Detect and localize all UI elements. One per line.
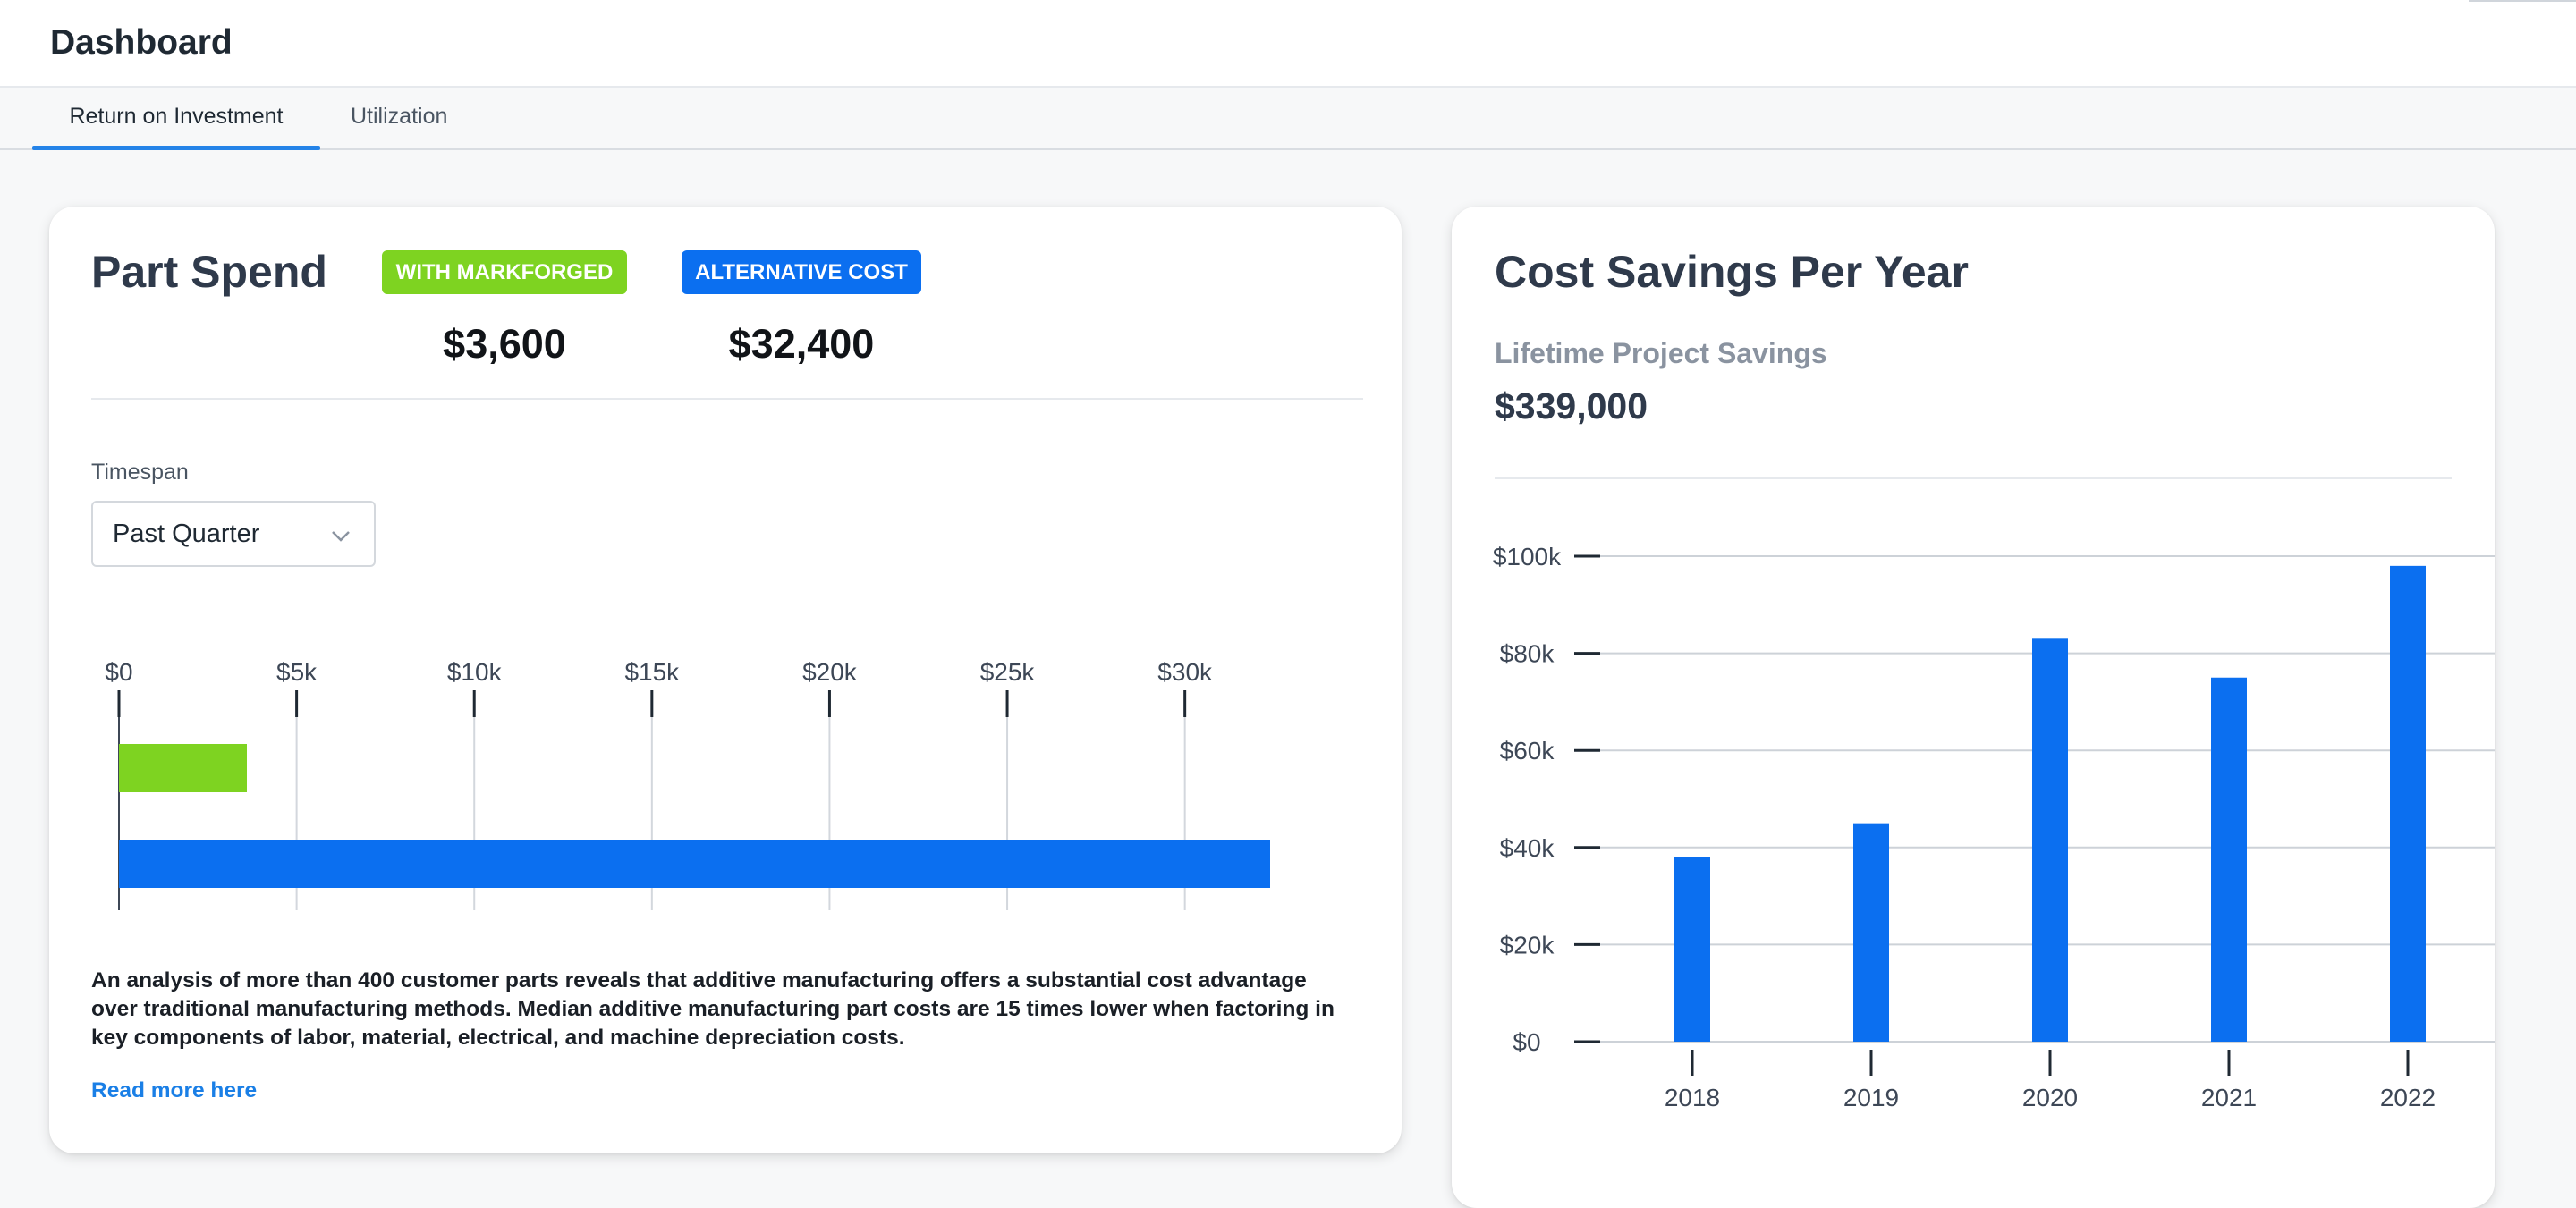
timespan-selected-value: Past Quarter bbox=[113, 520, 260, 548]
bar-2020 bbox=[2032, 638, 2068, 1042]
y-tick-label: $100k bbox=[1493, 543, 1562, 570]
y-tick-label: $40k bbox=[1500, 834, 1555, 862]
timespan-label: Timespan bbox=[91, 460, 189, 485]
page-title: Dashboard bbox=[50, 23, 233, 62]
cost-savings-title: Cost Savings Per Year bbox=[1495, 247, 1969, 297]
cost-savings-chart: $0 $20k $40k $60k $80k $100k 2018 2019 2020 2021 2… bbox=[1493, 543, 2495, 1111]
x-tick-label: $0 bbox=[105, 658, 132, 686]
bar-2022 bbox=[2390, 565, 2426, 1042]
bar-with-markforged bbox=[119, 744, 247, 792]
x-tick-label: 2021 bbox=[2201, 1084, 2257, 1111]
y-tick-label: $60k bbox=[1500, 737, 1555, 765]
timespan-select[interactable]: Past Quarter bbox=[91, 501, 376, 567]
x-tick-label: $5k bbox=[276, 658, 318, 686]
alternative-cost-badge: ALTERNATIVE COST bbox=[682, 250, 921, 294]
x-tick-label: $30k bbox=[1157, 658, 1213, 686]
x-tick-label: 2022 bbox=[2380, 1084, 2436, 1111]
cost-savings-card: Cost Savings Per Year Lifetime Project S… bbox=[1452, 207, 2495, 1208]
x-tick-label: $25k bbox=[980, 658, 1036, 686]
chevron-down-icon bbox=[332, 531, 350, 542]
bar-2019 bbox=[1853, 823, 1889, 1042]
tab-utilization[interactable]: Utilization bbox=[351, 104, 448, 129]
tab-bar: Return on Investment Utilization bbox=[0, 88, 2576, 150]
x-tick-label: $10k bbox=[447, 658, 503, 686]
tab-return-on-investment[interactable]: Return on Investment bbox=[32, 88, 320, 150]
alternative-cost-value: $32,400 bbox=[728, 321, 875, 367]
part-spend-title: Part Spend bbox=[91, 247, 327, 297]
x-tick-label: 2019 bbox=[1843, 1084, 1899, 1111]
x-tick-label: $20k bbox=[802, 658, 858, 686]
y-tick-label: $0 bbox=[1513, 1028, 1540, 1056]
bar-2021 bbox=[2211, 677, 2247, 1042]
bar-alternative-cost bbox=[119, 840, 1270, 888]
x-tick-label: 2018 bbox=[1665, 1084, 1720, 1111]
x-tick-label: $15k bbox=[624, 658, 680, 686]
y-tick-label: $80k bbox=[1500, 640, 1555, 668]
top-bar: Dashboard bbox=[0, 0, 2576, 88]
divider bbox=[91, 398, 1363, 400]
read-more-link[interactable]: Read more here bbox=[91, 1078, 258, 1102]
x-tick-label: 2020 bbox=[2022, 1084, 2078, 1111]
divider bbox=[1495, 477, 2452, 479]
markforged-spend-value: $3,600 bbox=[443, 321, 566, 367]
window-corner-tab bbox=[2469, 0, 2576, 5]
with-markforged-badge: WITH MARKFORGED bbox=[382, 250, 627, 294]
part-spend-card: Part Spend WITH MARKFORGED ALTERNATIVE C… bbox=[49, 207, 1402, 1153]
analysis-description: An analysis of more than 400 customer pa… bbox=[91, 968, 1335, 1050]
lifetime-savings-label: Lifetime Project Savings bbox=[1495, 337, 1827, 369]
bar-2018 bbox=[1674, 857, 1710, 1042]
y-tick-label: $20k bbox=[1500, 931, 1555, 959]
part-spend-chart: $0 $5k $10k $15k $20k $25k $30k bbox=[105, 658, 1270, 910]
lifetime-savings-value: $339,000 bbox=[1495, 385, 1648, 427]
